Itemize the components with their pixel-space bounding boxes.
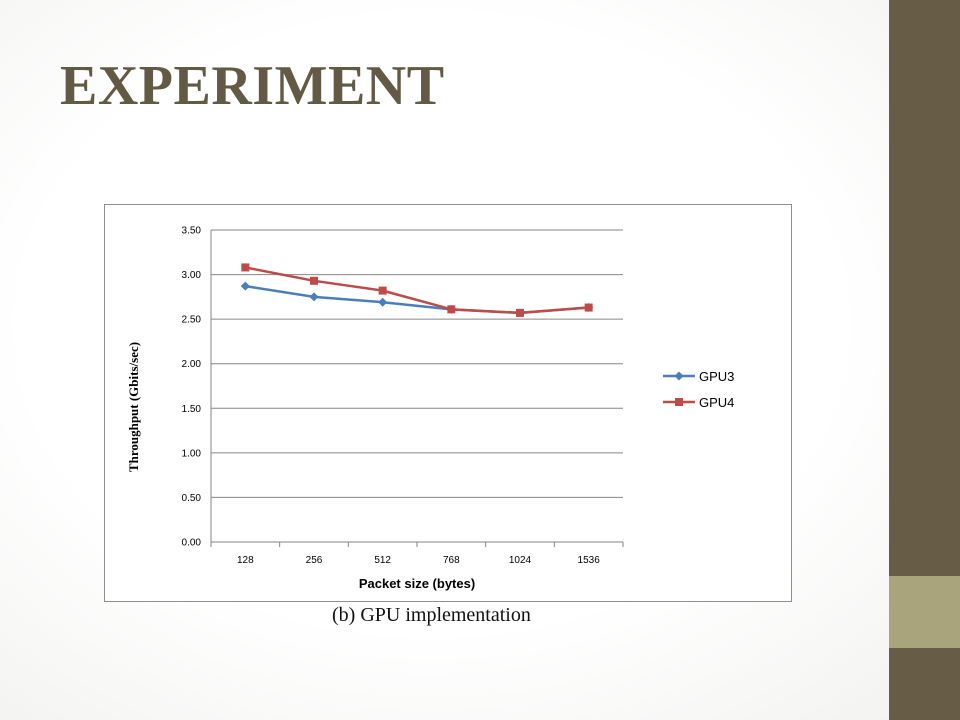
data-point-gpu4 (516, 308, 524, 317)
chart-figure: 0.00 0.50 1.00 1.50 2.00 2.50 3.00 3.50 128 256 5… (104, 204, 792, 602)
x-tick-label: 768 (443, 555, 460, 566)
x-tick-label: 256 (306, 555, 323, 566)
data-point-gpu4 (447, 305, 456, 314)
legend-marker-gpu4 (675, 398, 683, 406)
y-tick-label: 3.50 (182, 226, 202, 237)
data-point-gpu3 (240, 281, 250, 291)
y-tick-label: 1.50 (182, 404, 202, 415)
x-tick-label: 1536 (578, 555, 601, 566)
x-tick-label: 512 (374, 555, 391, 566)
figure-caption: (b) GPU implementation (332, 604, 531, 626)
legend-label-gpu4: GPU4 (699, 395, 734, 410)
slide-title: EXPERIMENT (60, 55, 445, 117)
data-point-gpu4 (584, 303, 593, 312)
x-axis-label: Packet size (bytes) (359, 576, 475, 591)
data-point-gpu3 (378, 297, 388, 307)
y-axis-label: Throughput (Gbits/sec) (126, 342, 141, 472)
sidebar-accent-middle (889, 576, 960, 648)
series-line-gpu4 (245, 266, 589, 315)
y-tick-label: 2.50 (182, 315, 202, 326)
data-point-gpu4 (241, 263, 250, 272)
x-tick-label: 128 (237, 555, 254, 566)
y-tick-label: 0.00 (182, 538, 202, 549)
sidebar-accent-bottom (889, 648, 960, 720)
y-tick-label: 0.50 (182, 493, 202, 504)
y-tick-label: 1.00 (182, 448, 202, 459)
sidebar-accent-top (889, 0, 960, 576)
y-tick-label: 3.00 (182, 270, 202, 281)
data-point-gpu3 (309, 292, 319, 302)
data-point-gpu4 (310, 276, 318, 285)
data-point-gpu4 (378, 286, 387, 295)
throughput-chart: 0.00 0.50 1.00 1.50 2.00 2.50 3.00 3.50 128 256 5… (126, 226, 734, 592)
y-tick-label: 2.00 (182, 359, 202, 370)
legend-label-gpu3: GPU3 (699, 369, 734, 384)
legend-marker-gpu3 (674, 371, 684, 381)
x-tick-label: 1024 (509, 555, 532, 566)
